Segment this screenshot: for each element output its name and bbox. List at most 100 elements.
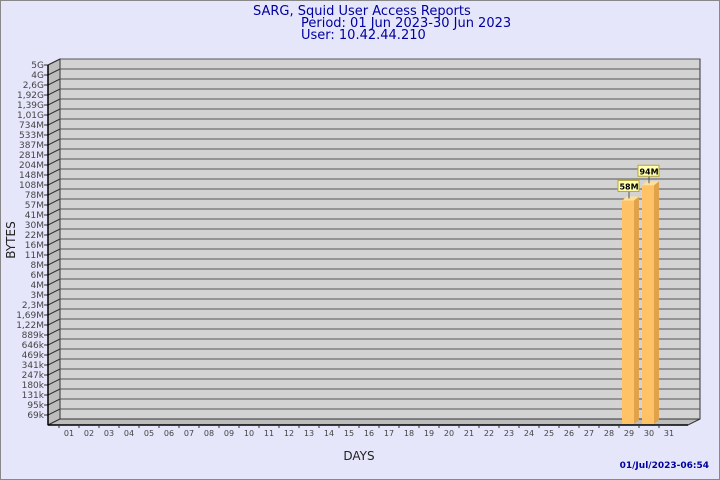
data-label: 94M xyxy=(639,167,658,176)
x-tick-label: 04 xyxy=(124,429,134,438)
x-tick-label: 12 xyxy=(284,429,294,438)
gridline-depth xyxy=(47,208,61,216)
y-tick-label: 4M xyxy=(31,281,45,291)
y-tick-label: 148M xyxy=(19,171,44,181)
y-tick-label: 204M xyxy=(19,161,44,171)
y-tick-label: 646k xyxy=(22,341,45,351)
x-tick-label: 23 xyxy=(504,429,514,438)
gridline-depth xyxy=(47,328,61,336)
y-tick-label: 11M xyxy=(25,251,44,261)
x-tick-label: 14 xyxy=(324,429,334,438)
gridline-depth xyxy=(47,268,61,276)
x-tick-label: 19 xyxy=(424,429,434,438)
gridline-depth xyxy=(47,128,61,136)
y-tick-label: 131k xyxy=(22,391,45,401)
gridline-depth xyxy=(47,288,61,296)
bar-top xyxy=(622,196,639,201)
gridline-depth xyxy=(47,278,61,286)
gridline-depth xyxy=(47,158,61,166)
x-tick-label: 03 xyxy=(104,429,114,438)
gridline-depth xyxy=(47,118,61,126)
y-tick-label: 1,69M xyxy=(16,311,44,321)
report-period: Period: 01 Jun 2023-30 Jun 2023 xyxy=(301,16,512,31)
x-tick-label: 18 xyxy=(404,429,414,438)
gridline-depth xyxy=(47,258,61,266)
y-tick-label: 22M xyxy=(25,231,44,241)
x-tick-label: 20 xyxy=(444,429,454,438)
gridline-depth xyxy=(47,368,61,376)
data-label: 58M xyxy=(619,182,638,191)
gridline-depth xyxy=(47,218,61,226)
gridline-depth xyxy=(47,238,61,246)
x-tick-label: 26 xyxy=(564,429,574,438)
y-axis-title: BYTES xyxy=(4,221,18,258)
x-tick-label: 13 xyxy=(304,429,314,438)
x-tick-label: 05 xyxy=(144,429,154,438)
gridline-depth xyxy=(47,248,61,256)
y-tick-label: 3M xyxy=(31,291,45,301)
gridline-depth xyxy=(47,408,61,416)
y-tick-label: 69k xyxy=(27,411,44,421)
gridline-depth xyxy=(47,168,61,176)
y-tick-label: 16M xyxy=(25,241,44,251)
bar-day-30: 94M xyxy=(637,164,660,424)
x-tick-label: 11 xyxy=(264,429,274,438)
x-tick-label: 25 xyxy=(544,429,554,438)
y-tick-label: 341k xyxy=(22,361,45,371)
bar-front xyxy=(622,200,634,424)
y-tick-label: 30M xyxy=(25,221,44,231)
gridline-depth xyxy=(47,318,61,326)
y-tick-label: 8M xyxy=(31,261,45,271)
gridline-depth xyxy=(47,388,61,396)
y-tick-label: 387M xyxy=(19,141,44,151)
x-tick-label: 10 xyxy=(244,429,254,438)
y-tick-label: 4G xyxy=(31,71,44,81)
gridline-depth xyxy=(47,228,61,236)
gridline-depth xyxy=(47,58,61,66)
y-tick-label: 2,6G xyxy=(23,81,44,91)
gridline-depth xyxy=(47,198,61,206)
x-tick-label: 27 xyxy=(584,429,594,438)
gridline-depth xyxy=(47,88,61,96)
bar-front xyxy=(642,185,654,424)
y-tick-label: 78M xyxy=(25,191,44,201)
x-tick-label: 06 xyxy=(164,429,174,438)
x-tick-label: 01 xyxy=(64,429,74,438)
bar-side xyxy=(634,196,639,424)
y-tick-label: 1,01G xyxy=(17,111,44,121)
y-tick-label: 734M xyxy=(19,121,44,131)
y-tick-label: 889k xyxy=(22,331,45,341)
y-tick-label: 281M xyxy=(19,151,44,161)
y-tick-label: 5G xyxy=(31,61,44,71)
x-tick-label: 30 xyxy=(644,429,654,438)
data-label-box xyxy=(617,179,640,192)
x-tick-label: 15 xyxy=(344,429,354,438)
data-label-box xyxy=(637,164,660,177)
x-axis-title: DAYS xyxy=(343,449,374,463)
gridline-depth xyxy=(47,348,61,356)
gridline-depth xyxy=(47,108,61,116)
y-tick-label: 469k xyxy=(22,351,45,361)
x-tick-label: 22 xyxy=(484,429,494,438)
x-tick-label: 31 xyxy=(664,429,674,438)
x-tick-label: 29 xyxy=(624,429,634,438)
y-tick-label: 108M xyxy=(19,181,44,191)
x-tick-label: 09 xyxy=(224,429,234,438)
y-tick-label: 2,3M xyxy=(22,301,44,311)
y-tick-label: 1,92G xyxy=(17,91,44,101)
y-tick-label: 6M xyxy=(31,271,45,281)
x-tick-label: 24 xyxy=(524,429,534,438)
y-tick-label: 180k xyxy=(22,381,45,391)
y-tick-label: 57M xyxy=(25,201,44,211)
gridline-depth xyxy=(47,358,61,366)
bar-side xyxy=(654,181,659,424)
x-tick-label: 21 xyxy=(464,429,474,438)
gridline-depth xyxy=(47,298,61,306)
report-user: User: 10.42.44.210 xyxy=(301,28,426,43)
floor xyxy=(47,418,701,426)
gridline-depth xyxy=(47,338,61,346)
gridline-depth xyxy=(47,178,61,186)
x-tick-label: 17 xyxy=(384,429,394,438)
y-tick-label: 95k xyxy=(27,401,44,411)
